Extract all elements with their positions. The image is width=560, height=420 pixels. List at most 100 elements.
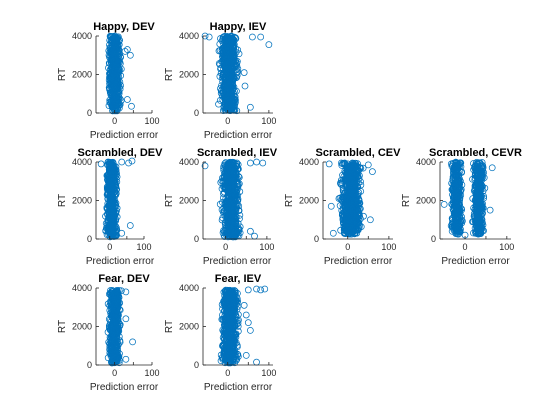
data-point [224,82,232,90]
data-point [114,69,122,76]
data-point [221,50,229,58]
outlier-point [240,69,248,76]
data-point [349,206,357,213]
data-point [344,164,352,171]
data-point [219,229,227,237]
x-axis-label: Prediction error [203,256,272,267]
scatter-points [201,32,273,115]
outlier-point [126,222,134,229]
x-axis-label: Prediction error [90,382,159,393]
data-point [108,49,116,57]
y-tick-label: 2000 [72,322,92,332]
y-axis-label: RT [164,68,175,81]
scatter-points [97,157,136,241]
outlier-point [251,232,258,240]
outlier-point [242,311,250,319]
x-tick-label: 100 [261,368,276,378]
x-axis-label: Prediction error [86,256,155,267]
data-point [339,188,347,195]
data-point [227,158,234,166]
data-point [353,201,361,209]
panel-title: Fear, DEV [98,273,150,285]
data-point [352,226,360,234]
data-point [220,177,227,185]
data-point [227,44,234,52]
data-point [337,179,344,187]
outlier-point [247,227,254,235]
outlier-point [261,285,269,293]
data-point [114,65,121,73]
data-point [348,170,356,178]
data-point [110,205,118,213]
data-point [342,230,350,238]
outlier-point [265,41,273,49]
data-point [103,224,111,232]
y-tick-label: 2000 [72,70,92,80]
data-point [231,225,239,232]
data-point [337,226,345,234]
outlier-point [118,158,126,166]
data-point [348,201,356,209]
x-tick-label: 100 [136,242,151,252]
outlier-point [97,160,105,168]
x-tick-label: 100 [381,242,396,252]
y-tick-label: 4000 [179,31,199,41]
x-tick-label: 0 [463,242,468,252]
data-point [353,229,361,237]
data-point [346,196,353,204]
outlier-point [325,160,333,168]
outlier-point [253,285,260,293]
outlier-point [327,202,335,210]
y-tick-label: 0 [87,108,92,118]
x-tick-label: 100 [499,242,514,252]
y-tick-label: 4000 [72,157,92,167]
data-point [109,216,116,224]
data-point [233,107,241,115]
data-point [103,205,111,212]
outlier-point [257,33,265,41]
y-tick-label: 2000 [179,322,199,332]
data-point [351,193,359,201]
data-point [355,210,363,218]
data-point [344,215,351,223]
data-point [220,73,227,81]
outlier-point [123,46,131,53]
data-point [223,215,231,223]
panel-title: Scrambled, DEV [78,147,164,159]
data-point [233,192,240,200]
data-point [218,82,225,89]
x-tick-label: 0 [225,368,230,378]
data-point [110,209,117,217]
outlier-point [244,319,252,327]
outlier-point [247,159,254,167]
data-point [218,206,226,214]
x-tick-label: 0 [345,242,350,252]
data-point [353,183,361,191]
outlier-point [125,159,132,167]
data-point [112,186,120,194]
data-point [234,68,241,76]
y-tick-label: 0 [314,234,319,244]
panel-title: Fear, IEV [215,273,262,285]
data-point [219,48,227,56]
data-point [354,219,361,227]
y-tick-label: 0 [194,108,199,118]
outlier-point [241,82,249,90]
y-tick-label: 2000 [179,70,199,80]
data-point [215,100,222,108]
data-point [338,196,345,204]
y-tick-label: 4000 [72,31,92,41]
outlier-point [244,286,252,294]
y-tick-label: 2000 [179,196,199,206]
data-point [108,44,116,51]
data-point [236,188,244,195]
outlier-point [122,355,130,363]
scatter-points [104,286,136,367]
data-point [228,34,236,42]
x-axis-label: Prediction error [204,382,273,393]
y-axis-label: RT [57,320,68,333]
data-point [227,185,234,193]
data-point [106,189,114,197]
